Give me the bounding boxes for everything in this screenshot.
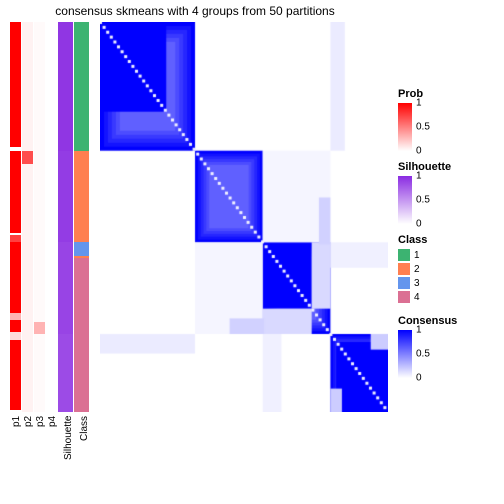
legend-cat-label: 1 bbox=[414, 250, 420, 261]
track-x-labels: p1p2p3p4SilhouetteClass bbox=[10, 416, 90, 476]
xlabel-p1: p1 bbox=[10, 416, 22, 476]
track-Silhouette bbox=[58, 22, 73, 412]
legend-cat-4: 4 bbox=[398, 291, 457, 303]
legend-swatch bbox=[398, 249, 410, 261]
legend-cat-label: 3 bbox=[414, 278, 420, 289]
legends-panel: Prob10.50 Silhouette10.50 Class 1 2 3 4 Consens… bbox=[398, 88, 457, 378]
legend-title: Prob bbox=[398, 88, 457, 100]
legend-prob: Prob10.50 bbox=[398, 88, 457, 151]
legend-class: Class 1 2 3 4 bbox=[398, 234, 457, 305]
xlabel-Silhouette: Silhouette bbox=[58, 416, 74, 476]
legend-cat-label: 2 bbox=[414, 264, 420, 275]
legend-cat-1: 1 bbox=[398, 249, 457, 261]
legend-swatch bbox=[398, 277, 410, 289]
legend-swatch bbox=[398, 263, 410, 275]
xlabel-p4: p4 bbox=[46, 416, 58, 476]
legend-cat-3: 3 bbox=[398, 277, 457, 289]
chart-title: consensus skmeans with 4 groups from 50 … bbox=[0, 4, 390, 18]
legend-cat-label: 4 bbox=[414, 292, 420, 303]
legend-silhouette: Silhouette10.50 bbox=[398, 161, 457, 224]
legend-title: Class bbox=[398, 234, 457, 246]
track-p4 bbox=[46, 22, 57, 412]
xlabel-Class: Class bbox=[74, 416, 90, 476]
consensus-heatmap bbox=[100, 22, 388, 412]
legend-gradient-bar bbox=[398, 103, 412, 151]
xlabel-p3: p3 bbox=[34, 416, 46, 476]
track-p2 bbox=[22, 22, 33, 412]
legend-title: Silhouette bbox=[398, 161, 457, 173]
legend-swatch bbox=[398, 291, 410, 303]
track-Class bbox=[74, 22, 89, 412]
legend-consensus: Consensus10.50 bbox=[398, 315, 457, 378]
track-p1 bbox=[10, 22, 21, 412]
legend-cat-2: 2 bbox=[398, 263, 457, 275]
legend-gradient-bar bbox=[398, 330, 412, 378]
track-p3 bbox=[34, 22, 45, 412]
xlabel-p2: p2 bbox=[22, 416, 34, 476]
legend-gradient-bar bbox=[398, 176, 412, 224]
legend-title: Consensus bbox=[398, 315, 457, 327]
annotation-tracks bbox=[10, 22, 90, 412]
